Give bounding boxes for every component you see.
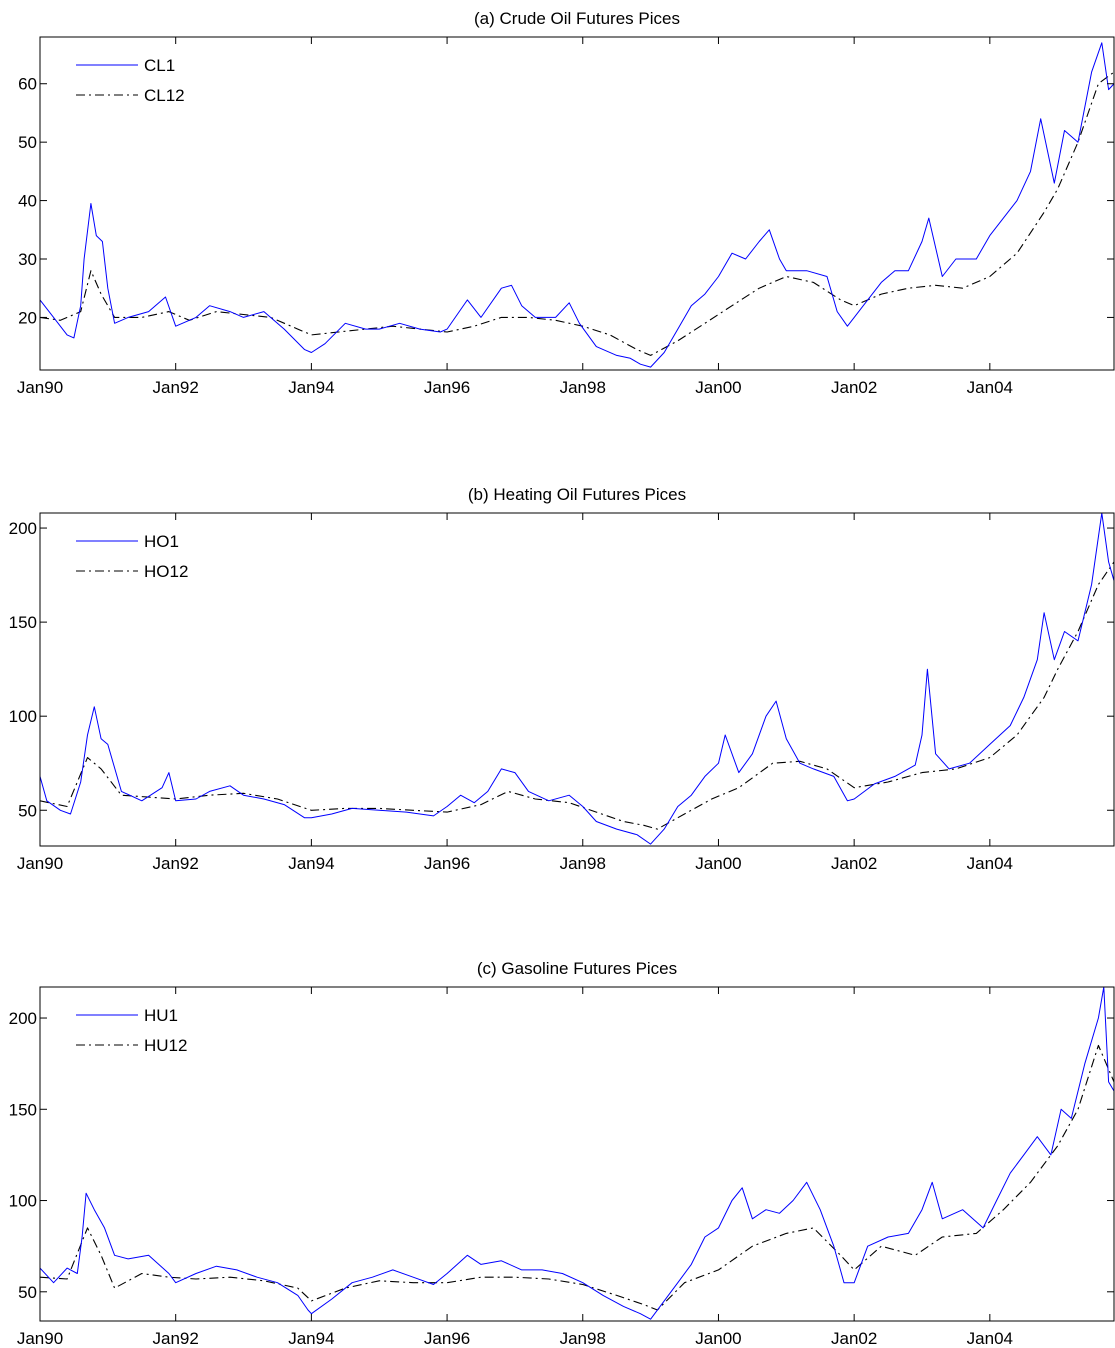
x-tick-label: Jan94 [288, 854, 334, 873]
y-tick-label: 60 [18, 75, 37, 94]
y-tick-label: 20 [18, 308, 37, 327]
y-tick-label: 30 [18, 250, 37, 269]
axes-box [39, 986, 1115, 1322]
series-line-cl1 [40, 42, 1114, 368]
ticks: Jan90 Jan92 Jan94 Jan96 Jan98 Jan00 Jan02 Jan04… [9, 987, 1114, 1348]
x-tick-label: Jan90 [17, 1329, 63, 1348]
ticks: Jan90 Jan92 Jan94 Jan96 Jan98 Jan00 Jan02 Jan04… [9, 513, 1114, 873]
series-line-ho1 [40, 513, 1114, 845]
ticks: Jan90 Jan92 Jan94 Jan96 Jan98 Jan00 Jan02 Jan04… [17, 37, 1114, 397]
panel-title: (c) Gasoline Futures Pices [477, 959, 677, 978]
x-tick-label: Jan98 [560, 1329, 606, 1348]
x-tick-label: Jan96 [424, 1329, 470, 1348]
x-tick-label: Jan92 [153, 1329, 199, 1348]
x-tick-label: Jan98 [560, 378, 606, 397]
x-tick-label: Jan02 [831, 854, 877, 873]
x-tick-label: Jan98 [560, 854, 606, 873]
legend-label-cl12: CL12 [144, 86, 185, 105]
panel-heating-oil: (b) Heating Oil Futures Pices Jan90 Jan92… [9, 485, 1115, 873]
plot-content [40, 513, 1114, 845]
panel-crude-oil: (a) Crude Oil Futures Pices Jan90 Jan92 Ja… [17, 9, 1115, 397]
x-tick-label: Jan94 [288, 378, 334, 397]
legend-label-ho1: HO1 [144, 532, 179, 551]
x-tick-label: Jan00 [695, 854, 741, 873]
x-tick-label: Jan02 [831, 378, 877, 397]
x-tick-label: Jan96 [424, 378, 470, 397]
x-tick-label: Jan90 [17, 378, 63, 397]
x-tick-label: Jan92 [153, 854, 199, 873]
plot-content [40, 42, 1114, 368]
y-tick-label: 100 [9, 707, 37, 726]
series-line-hu1 [40, 987, 1114, 1320]
x-tick-label: Jan02 [831, 1329, 877, 1348]
x-tick-label: Jan04 [967, 1329, 1013, 1348]
series-line-hu12 [40, 1044, 1114, 1311]
y-tick-label: 150 [9, 613, 37, 632]
plot-content [40, 987, 1114, 1320]
x-tick-label: Jan90 [17, 854, 63, 873]
x-tick-label: Jan04 [967, 378, 1013, 397]
y-tick-label: 200 [9, 519, 37, 538]
y-tick-label: 150 [9, 1100, 37, 1119]
legend: HU1 HU12 [76, 1006, 187, 1055]
y-tick-label: 200 [9, 1009, 37, 1028]
x-tick-label: Jan94 [288, 1329, 334, 1348]
panel-title: (b) Heating Oil Futures Pices [468, 485, 686, 504]
legend: CL1 CL12 [76, 56, 185, 105]
legend-label-hu12: HU12 [144, 1036, 187, 1055]
panel-title: (a) Crude Oil Futures Pices [474, 9, 680, 28]
legend: HO1 HO12 [76, 532, 188, 581]
x-tick-label: Jan04 [967, 854, 1013, 873]
series-line-cl12 [40, 71, 1114, 356]
legend-label-ho12: HO12 [144, 562, 188, 581]
x-tick-label: Jan00 [695, 378, 741, 397]
x-tick-label: Jan92 [153, 378, 199, 397]
y-tick-label: 50 [18, 801, 37, 820]
axes-box [39, 512, 1115, 847]
y-tick-label: 100 [9, 1192, 37, 1211]
y-tick-label: 50 [18, 133, 37, 152]
x-tick-label: Jan00 [695, 1329, 741, 1348]
y-tick-label: 50 [18, 1283, 37, 1302]
series-line-ho12 [40, 561, 1114, 830]
panel-gasoline: (c) Gasoline Futures Pices Jan90 Jan92 Jan… [9, 959, 1115, 1348]
y-tick-label: 40 [18, 192, 37, 211]
x-tick-label: Jan96 [424, 854, 470, 873]
legend-label-cl1: CL1 [144, 56, 175, 75]
legend-label-hu1: HU1 [144, 1006, 178, 1025]
axes-box [39, 36, 1115, 371]
